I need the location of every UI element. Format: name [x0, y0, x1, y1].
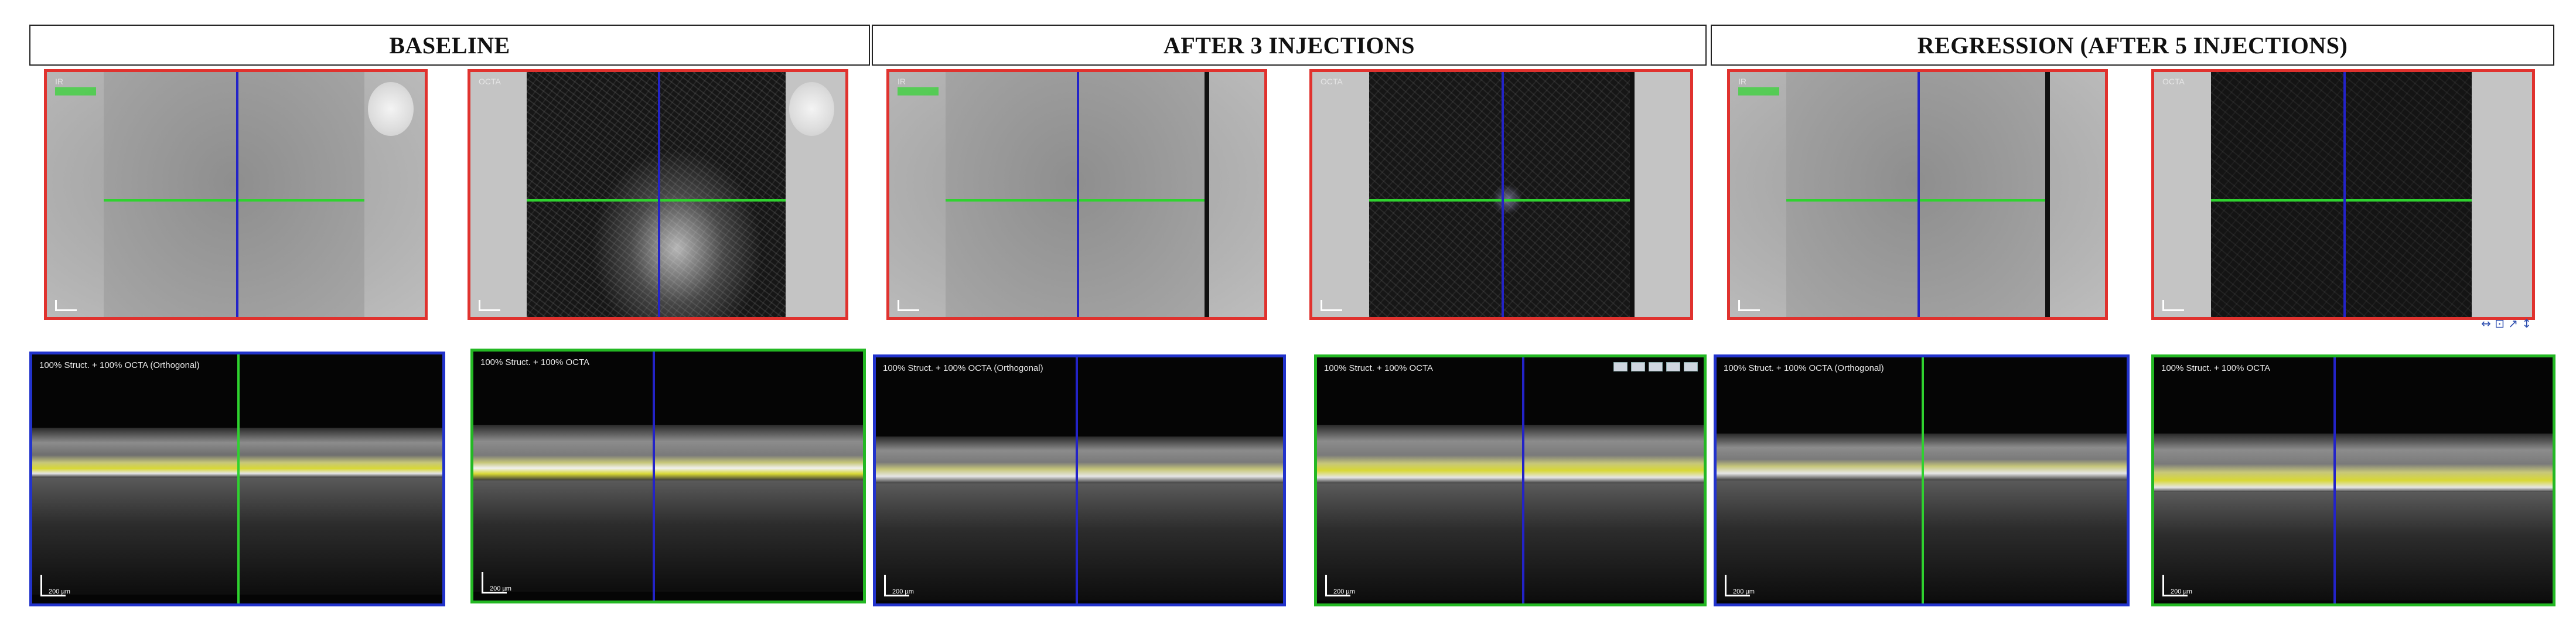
fundus-scale-bar	[55, 300, 77, 311]
scan-position-line	[2333, 357, 2336, 603]
bscan-scale-bar	[482, 572, 507, 594]
fundus-scale-bar	[479, 300, 500, 311]
bscan-scale-bar	[1725, 575, 1750, 596]
bscan-label: 100% Struct. + 100% OCTA (Orthogonal)	[1724, 363, 1884, 373]
bscan-label: 100% Struct. + 100% OCTA (Orthogonal)	[883, 363, 1043, 373]
fundus-green-tag	[1738, 87, 1779, 95]
fundus-scale-bar	[1738, 300, 1760, 311]
scan-position-line	[652, 352, 655, 601]
bscan-after3-octa: 100% Struct. + 100% OCTA 200 µm	[1314, 354, 1707, 606]
fundus-scale-bar	[1321, 300, 1342, 311]
fundus-octa-after3: OCTA	[1309, 69, 1693, 320]
fundus-corner-text: IR	[898, 77, 906, 86]
vertical-scan-line	[1077, 72, 1079, 317]
horizontal-scan-line	[1786, 199, 2045, 202]
fundus-octa-regression: OCTA	[2151, 69, 2535, 320]
scan-position-line	[237, 354, 240, 603]
bscan-label: 100% Struct. + 100% OCTA	[2161, 363, 2271, 373]
vertical-scan-line	[658, 72, 660, 317]
bscan-regression-octa: 100% Struct. + 100% OCTA 200 µm	[2151, 354, 2555, 606]
bscan-regression-orthogonal: 100% Struct. + 100% OCTA (Orthogonal) 20…	[1714, 354, 2130, 606]
scan-position-line	[1521, 357, 1524, 603]
header-baseline: BASELINE	[29, 25, 870, 66]
vertical-scan-line	[236, 72, 238, 317]
fundus-corner-text: OCTA	[2162, 77, 2185, 86]
fundus-corner-text: IR	[55, 77, 63, 86]
bscan-baseline-orthogonal: 100% Struct. + 100% OCTA (Orthogonal) 20…	[29, 352, 445, 606]
bscan-scale-bar	[40, 575, 66, 596]
fundus-ir-after3: IR	[886, 69, 1267, 320]
horizontal-scan-line	[103, 199, 364, 202]
fundus-octa-baseline: OCTA	[468, 69, 848, 320]
vertical-scan-line	[1501, 72, 1504, 317]
fundus-green-tag	[898, 87, 939, 95]
bscan-scale-bar	[1325, 575, 1350, 596]
scan-position-line	[1922, 357, 1924, 603]
fundus-corner-text: OCTA	[479, 77, 501, 86]
horizontal-scan-line	[527, 199, 786, 202]
horizontal-scan-line	[1369, 199, 1630, 202]
fundus-ir-baseline: IR	[44, 69, 428, 320]
bscan-baseline-octa: 100% Struct. + 100% OCTA 200 µm	[470, 349, 866, 603]
bscan-scale-bar	[884, 575, 909, 596]
fundus-ir-regression: IR	[1727, 69, 2108, 320]
fundus-scale-bar	[898, 300, 919, 311]
scan-position-line	[1075, 357, 1078, 603]
bscan-after3-orthogonal: 100% Struct. + 100% OCTA (Orthogonal) 20…	[873, 354, 1286, 606]
bscan-label: 100% Struct. + 100% OCTA (Orthogonal)	[39, 360, 200, 370]
vertical-scan-line	[2343, 72, 2346, 317]
bscan-scale-bar	[2162, 575, 2188, 596]
header-after-3-injections: AFTER 3 INJECTIONS	[872, 25, 1707, 66]
bscan-label: 100% Struct. + 100% OCTA	[480, 357, 590, 367]
vertical-scan-line	[1918, 72, 1920, 317]
fundus-green-tag	[55, 87, 96, 95]
horizontal-scan-line	[946, 199, 1205, 202]
fundus-corner-text: IR	[1738, 77, 1746, 86]
viewer-toolbar	[1613, 362, 1698, 371]
viewer-icons: ↔ ⊡ ↗ ↕	[2481, 316, 2532, 330]
header-regression: REGRESSION (AFTER 5 INJECTIONS)	[1711, 25, 2554, 66]
bscan-label: 100% Struct. + 100% OCTA	[1324, 363, 1434, 373]
fundus-corner-text: OCTA	[1321, 77, 1343, 86]
horizontal-scan-line	[2210, 199, 2472, 202]
fundus-scale-bar	[2162, 300, 2184, 311]
